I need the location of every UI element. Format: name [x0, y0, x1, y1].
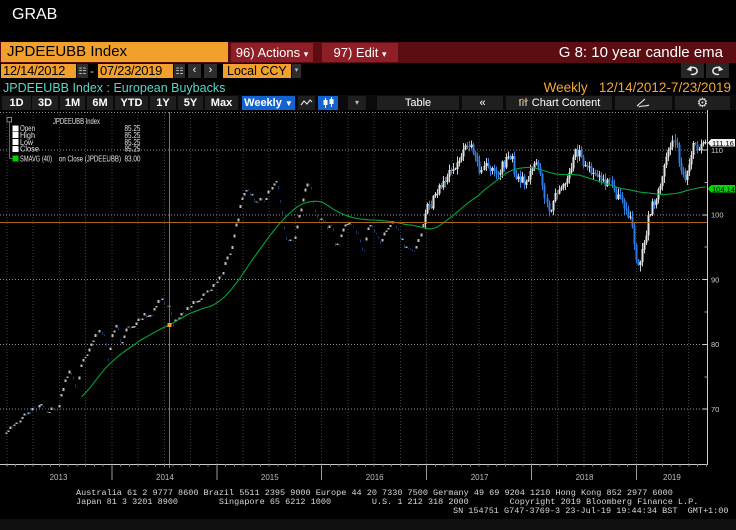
svg-text:85.25: 85.25	[125, 145, 141, 154]
svg-text:110: 110	[711, 146, 723, 155]
svg-text:2018: 2018	[576, 473, 594, 482]
svg-text:Close: Close	[20, 145, 40, 154]
svg-text:83.00: 83.00	[125, 154, 141, 163]
svg-text:85.25: 85.25	[125, 124, 141, 133]
svg-text:2014: 2014	[156, 473, 174, 482]
svg-text:2015: 2015	[261, 473, 279, 482]
svg-text:100: 100	[711, 211, 724, 220]
svg-text:85.25: 85.25	[125, 131, 141, 140]
svg-text:2016: 2016	[366, 473, 384, 482]
svg-text:Low: Low	[20, 138, 33, 147]
svg-text:Open: Open	[20, 124, 35, 133]
svg-text:2019: 2019	[663, 473, 681, 482]
svg-text:80: 80	[711, 340, 719, 349]
svg-text:JPDEEUBB Index: JPDEEUBB Index	[53, 117, 100, 126]
svg-text:2013: 2013	[50, 473, 68, 482]
svg-text:85.25: 85.25	[125, 138, 141, 147]
svg-text:High: High	[20, 131, 35, 140]
svg-text:104.14: 104.14	[712, 185, 735, 194]
svg-text:111.16: 111.16	[712, 139, 734, 148]
svg-text:on Close (JPDEEUBB): on Close (JPDEEUBB)	[59, 154, 121, 163]
svg-text:90: 90	[711, 275, 719, 284]
svg-text:2017: 2017	[471, 473, 489, 482]
svg-text:SMAVG (40): SMAVG (40)	[20, 154, 52, 163]
svg-text:70: 70	[711, 405, 719, 414]
